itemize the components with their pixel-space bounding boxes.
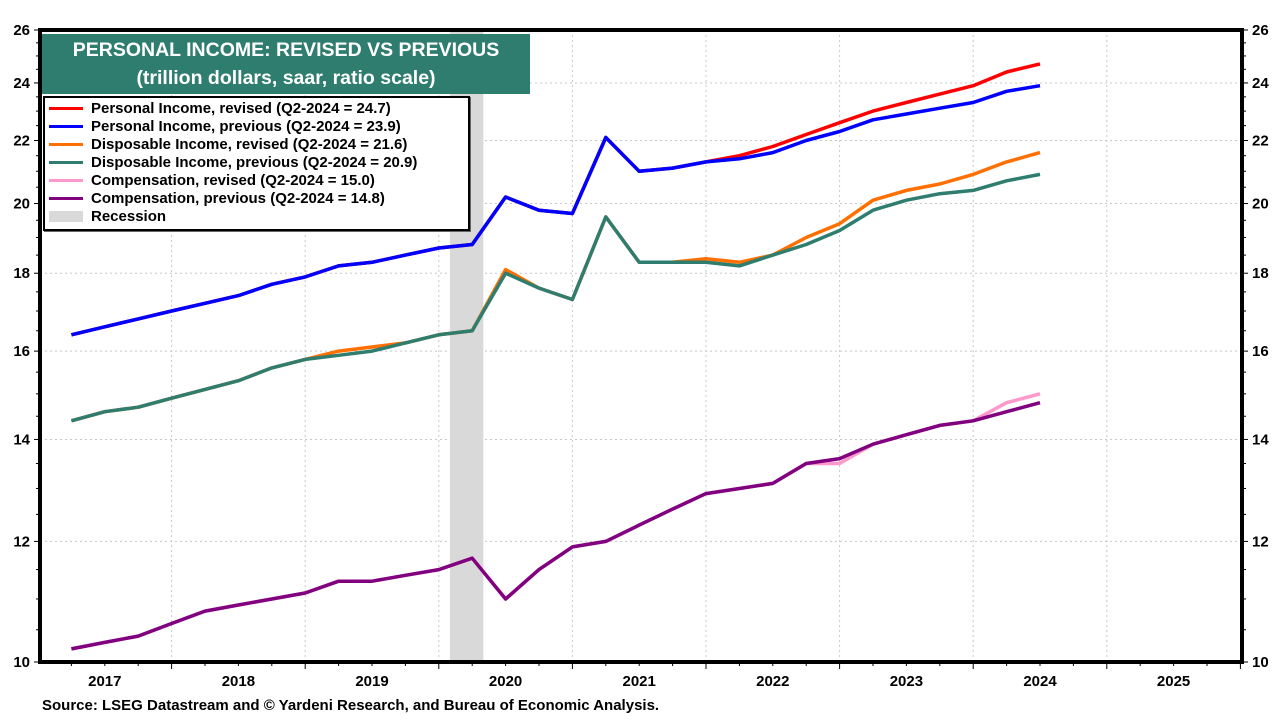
y-tick-label-right: 20 xyxy=(1252,196,1269,213)
x-tick-label: 2017 xyxy=(88,673,121,690)
legend-item-compensation-previous: Compensation, previous (Q2-2024 = 14.8) xyxy=(49,189,385,207)
y-tick-label-left: 20 xyxy=(13,196,30,213)
chart-title-box: PERSONAL INCOME: REVISED VS PREVIOUS (tr… xyxy=(42,34,530,94)
y-axis-right: 10 12 14 16 18 20 22 24 26 xyxy=(1242,22,1269,671)
chart-title: PERSONAL INCOME: REVISED VS PREVIOUS xyxy=(72,39,500,61)
legend-item-personal-income-previous: Personal Income, previous (Q2-2024 = 23.… xyxy=(49,117,401,135)
series-line-compensation-previous xyxy=(71,401,1041,651)
y-tick-label-left: 18 xyxy=(13,265,30,282)
legend-label: Disposable Income, revised (Q2-2024 = 21… xyxy=(91,135,408,153)
legend-swatch xyxy=(49,160,83,164)
legend-swatch xyxy=(49,106,83,110)
legend-label: Compensation, previous (Q2-2024 = 14.8) xyxy=(91,189,385,207)
y-tick-label-right: 22 xyxy=(1252,132,1269,149)
y-tick-label-left: 16 xyxy=(13,343,30,360)
x-tick-label: 2025 xyxy=(1157,673,1190,690)
legend-swatch xyxy=(49,178,83,182)
y-tick-label-left: 22 xyxy=(13,132,30,149)
x-tick-label: 2021 xyxy=(623,673,656,690)
legend-swatch xyxy=(49,124,83,128)
legend-item-disposable-income-revised: Disposable Income, revised (Q2-2024 = 21… xyxy=(49,135,407,153)
legend-swatch xyxy=(49,210,83,222)
x-axis: 2017 2018 2019 2020 2021 2022 2023 2024 2025 xyxy=(70,662,1241,690)
x-tick-label: 2022 xyxy=(756,673,789,690)
y-tick-label-right: 26 xyxy=(1252,22,1269,39)
legend-label: Disposable Income, previous (Q2-2024 = 2… xyxy=(91,153,418,171)
legend-item-personal-income-revised: Personal Income, revised (Q2-2024 = 24.7… xyxy=(49,99,391,117)
legend: Personal Income, revised (Q2-2024 = 24.7… xyxy=(43,96,470,231)
legend-label: Personal Income, previous (Q2-2024 = 23.… xyxy=(91,117,401,135)
y-axis-left: 10 12 14 16 18 20 22 24 26 xyxy=(13,22,40,671)
y-tick-label-left: 26 xyxy=(13,22,30,39)
y-tick-label-left: 14 xyxy=(13,431,30,448)
x-tick-label: 2018 xyxy=(222,673,255,690)
legend-label: Personal Income, revised (Q2-2024 = 24.7… xyxy=(91,99,391,117)
legend-item-disposable-income-previous: Disposable Income, previous (Q2-2024 = 2… xyxy=(49,153,417,171)
x-tick-label: 2019 xyxy=(355,673,388,690)
y-tick-label-right: 14 xyxy=(1252,431,1269,448)
y-tick-label-right: 24 xyxy=(1252,75,1269,92)
series-line-personal-income-previous xyxy=(70,83,1041,337)
y-tick-label-right: 12 xyxy=(1252,533,1269,550)
legend-swatch xyxy=(49,142,83,146)
y-tick-label-left: 24 xyxy=(13,75,30,92)
y-tick-label-left: 12 xyxy=(13,533,30,550)
x-tick-label: 2024 xyxy=(1023,673,1057,690)
legend-label: Compensation, revised (Q2-2024 = 15.0) xyxy=(91,171,375,189)
x-tick-label: 2023 xyxy=(890,673,923,690)
chart-subtitle: (trillion dollars, saar, ratio scale) xyxy=(136,67,436,89)
source-note: Source: LSEG Datastream and © Yardeni Re… xyxy=(42,697,660,714)
legend-item-recession: Recession xyxy=(49,207,166,225)
y-tick-label-right: 18 xyxy=(1252,265,1269,282)
series-lines xyxy=(70,62,1041,651)
y-tick-label-left: 10 xyxy=(13,654,30,671)
y-tick-label-right: 10 xyxy=(1252,654,1269,671)
x-tick-label: 2020 xyxy=(489,673,522,690)
legend-item-compensation-revised: Compensation, revised (Q2-2024 = 15.0) xyxy=(49,171,375,189)
series-line-disposable-income-previous xyxy=(70,172,1041,423)
plot-frame xyxy=(38,28,1244,664)
legend-label: Recession xyxy=(91,207,167,225)
legend-swatch xyxy=(49,196,83,200)
y-tick-label-right: 16 xyxy=(1252,343,1269,360)
